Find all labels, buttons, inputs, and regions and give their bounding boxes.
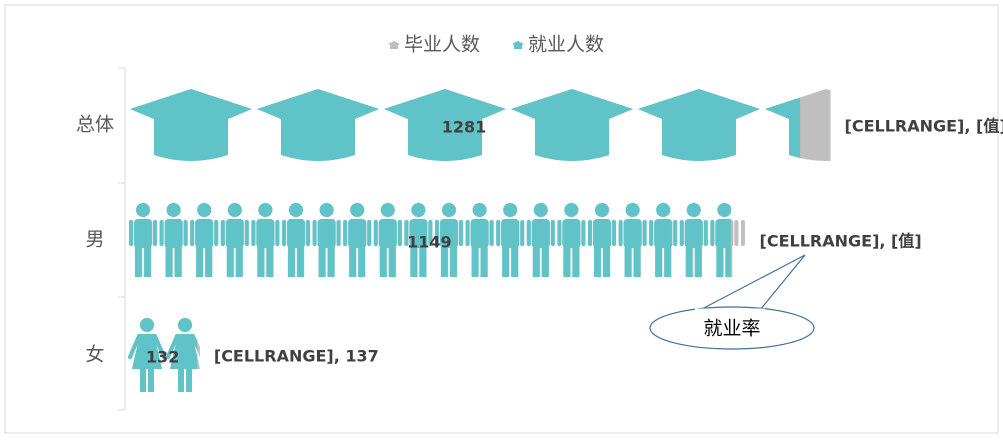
data-label: [CELLRANGE], 137 [214,347,379,366]
data-label: 1281 [442,118,487,137]
callout: 就业率 [649,254,815,350]
data-label: [CELLRANGE], [值] [760,232,922,251]
data-label: [CELLRANGE], [值] [845,117,1003,136]
legend-label: 就业人数 [528,34,604,56]
bar [128,87,801,163]
callout-pointer [699,254,806,311]
legend-label: 毕业人数 [404,34,480,56]
y-tick-label: 总体 [76,114,114,136]
data-label: 132 [146,348,179,367]
legend-icon [388,41,400,49]
y-tick-label: 女 [85,344,104,366]
callout-bubble [649,306,815,350]
legend-icon [512,41,525,49]
bar [128,202,731,278]
data-label: 1149 [407,233,452,252]
bar [128,317,198,393]
y-tick-label: 男 [85,229,104,251]
annotation: 就业率 [703,318,760,340]
